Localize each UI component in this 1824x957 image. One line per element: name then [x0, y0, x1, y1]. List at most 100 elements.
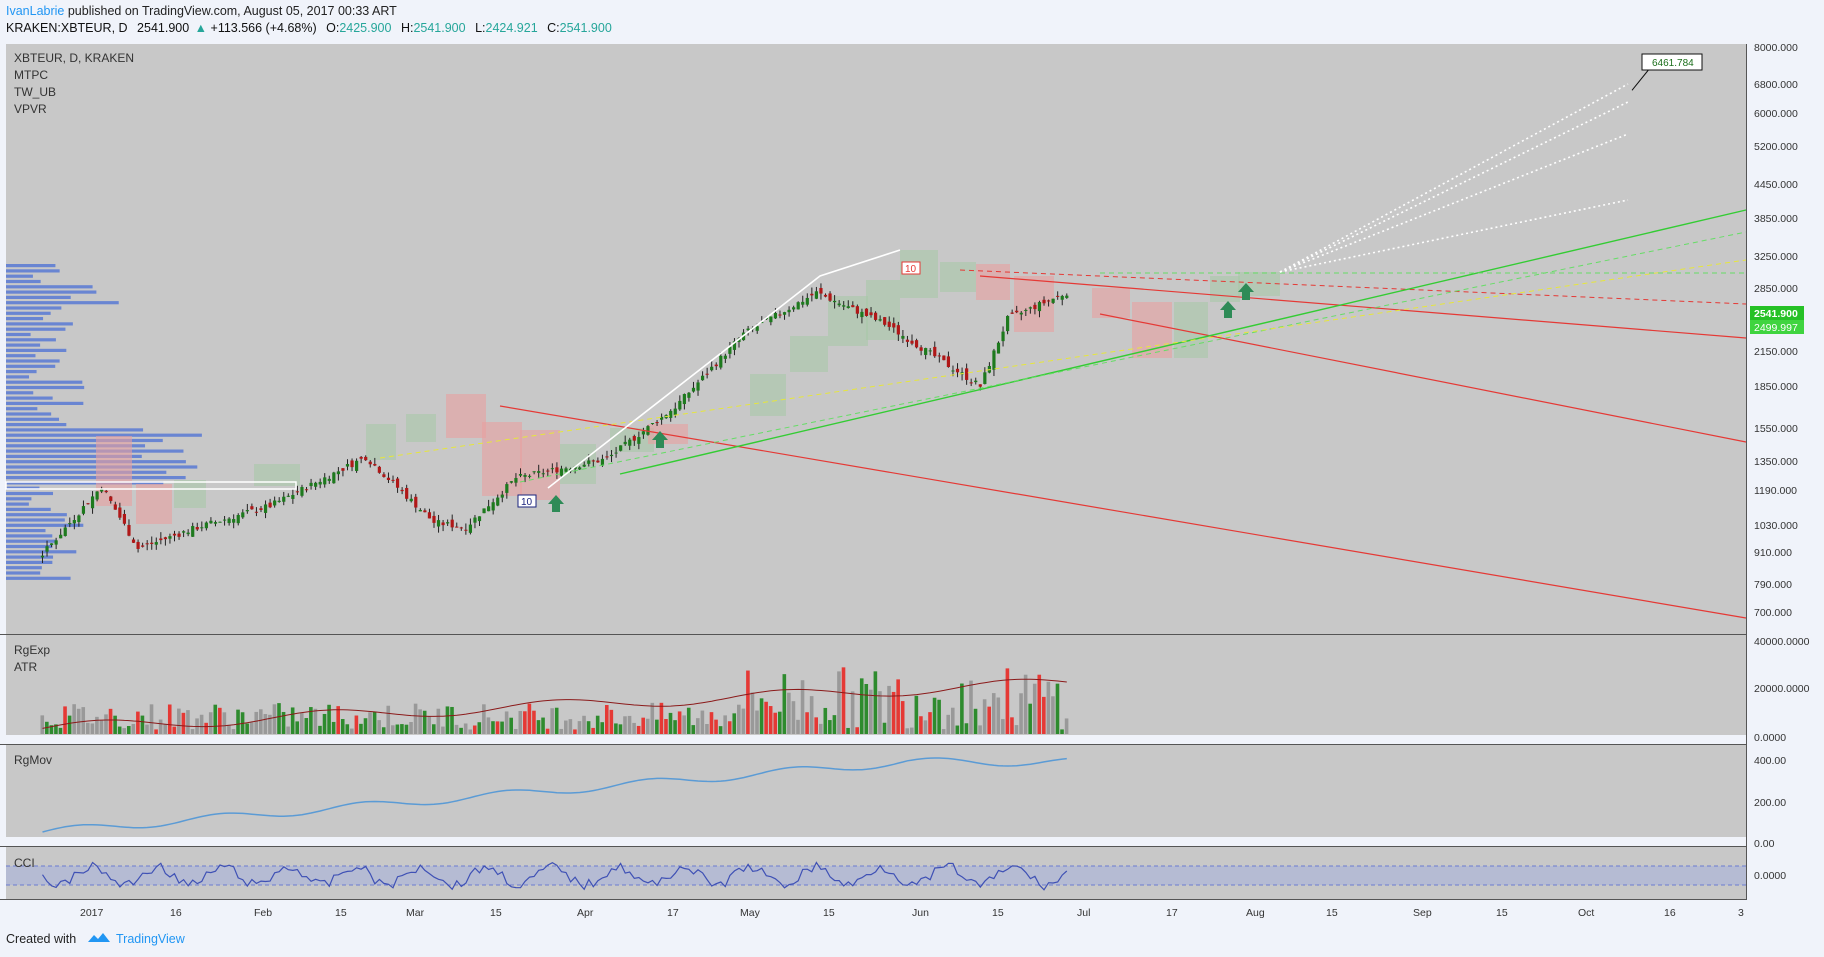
rgexp-bar — [482, 704, 486, 734]
candle-body — [177, 533, 181, 537]
legend-rgexp[interactable]: RgExp — [14, 643, 50, 657]
candle-body — [1065, 295, 1069, 298]
rgexp-bar — [354, 715, 359, 734]
rgexp-bar — [991, 693, 996, 734]
rgexp-bar — [996, 697, 1001, 734]
legend-atr[interactable]: ATR — [14, 660, 37, 674]
cci-band — [6, 866, 1746, 885]
candle-body — [641, 431, 646, 435]
rgexp-bar — [208, 712, 213, 734]
rgexp-bar — [1037, 674, 1042, 734]
candle-body — [910, 340, 914, 344]
rgexp-bar — [49, 725, 54, 734]
candle-body — [760, 322, 764, 324]
candle-body — [523, 474, 527, 477]
candle-body — [801, 301, 805, 305]
candle-body — [810, 293, 814, 296]
legend-cci[interactable]: CCI — [14, 856, 35, 870]
candle-body — [427, 512, 432, 519]
rgexp-bar — [491, 721, 495, 734]
rgexp-bar — [609, 709, 614, 734]
candle-body — [341, 468, 345, 471]
rgexp-bar — [914, 695, 919, 734]
projection-line — [1279, 83, 1629, 273]
candle-body — [823, 294, 828, 297]
rgexp-bar — [604, 705, 609, 734]
projection-line — [1279, 199, 1629, 273]
legend-rgmov[interactable]: RgMov — [14, 753, 52, 767]
legend-twub[interactable]: TW_UB — [14, 85, 56, 99]
rgexp-bar — [227, 724, 231, 734]
candle-body — [136, 541, 140, 549]
candle-body — [204, 522, 208, 529]
rgexp-bar — [841, 667, 846, 734]
rgexp-bar — [1005, 668, 1010, 734]
time-tick: Aug — [1246, 907, 1265, 919]
candle-body — [227, 518, 231, 524]
candle-body — [564, 468, 568, 472]
candle-body — [477, 516, 482, 522]
vpvr-bar — [6, 354, 36, 358]
chart-area[interactable]: 6461.784 10 10 XBTEUR, D, KRAKEN MTPC TW_U… — [0, 44, 1824, 922]
candle-body — [191, 526, 195, 537]
candle-body — [86, 503, 90, 505]
author-link[interactable]: IvanLabrie — [6, 4, 65, 18]
rgexp-bar — [1042, 696, 1046, 734]
rgexp-bar — [154, 729, 158, 734]
rgexp-bar — [295, 721, 300, 734]
pattern-box — [406, 414, 436, 442]
candle-body — [851, 305, 855, 308]
rgexp-bar — [645, 718, 650, 734]
rgexp-bar — [99, 720, 104, 734]
candle-body — [714, 364, 718, 367]
rgexp-bar — [272, 704, 277, 734]
vpvr-bar — [6, 391, 34, 395]
rgexp-axis-tick: 0.0000 — [1754, 732, 1786, 744]
candle-body — [150, 542, 154, 544]
legend-symbol[interactable]: XBTEUR, D, KRAKEN — [14, 51, 134, 65]
pattern-box — [866, 280, 900, 340]
candle-body — [282, 496, 286, 502]
candle-body — [673, 408, 677, 416]
vpvr-bar — [6, 417, 60, 421]
candle-body — [778, 314, 782, 316]
pattern-box — [446, 394, 486, 438]
legend-vpvr[interactable]: VPVR — [14, 102, 47, 116]
time-tick: 15 — [1326, 907, 1338, 919]
rgexp-bar — [832, 715, 837, 734]
candle-body — [95, 491, 99, 500]
tradingview-link[interactable]: TradingView — [116, 932, 185, 946]
candle-body — [263, 504, 268, 513]
buy-arrow-icon — [548, 495, 564, 512]
rgexp-bar — [436, 708, 441, 734]
rgexp-bar — [910, 727, 914, 734]
candle-body — [905, 339, 910, 342]
vpvr-bar — [6, 518, 65, 522]
candle-body — [837, 303, 841, 306]
tradingview-logo-icon[interactable] — [86, 930, 112, 946]
legend-mtpc[interactable]: MTPC — [14, 68, 48, 82]
rgexp-bar — [122, 728, 127, 734]
price-axis[interactable]: 8000.000 6800.000 6000.000 5200.000 4450… — [1754, 44, 1798, 619]
vpvr-bar — [6, 343, 41, 347]
rgexp-bar — [377, 720, 381, 734]
rgexp-bar — [905, 728, 910, 734]
candle-body — [887, 321, 891, 327]
rgexp-bar — [737, 704, 741, 734]
pattern-box — [1210, 276, 1240, 302]
time-axis[interactable]: 2017 16 Feb 15 Mar 15 Apr 17 May 15 Jun … — [80, 907, 1744, 919]
rgexp-bar — [204, 722, 208, 734]
main-pane: 6461.784 10 10 — [5, 53, 1747, 619]
candle-body — [965, 368, 969, 380]
candle-body — [855, 306, 859, 314]
vpvr-bar — [6, 566, 42, 570]
rgexp-bar — [368, 712, 372, 734]
candle-body — [468, 524, 473, 533]
candle-body — [273, 500, 277, 506]
rgexp-bar — [755, 710, 759, 734]
rgexp-bar — [600, 722, 605, 734]
vpvr-bar — [6, 550, 77, 554]
rgexp-bar — [869, 689, 873, 734]
time-tick: 3 — [1738, 907, 1744, 919]
candle-body — [527, 475, 532, 477]
